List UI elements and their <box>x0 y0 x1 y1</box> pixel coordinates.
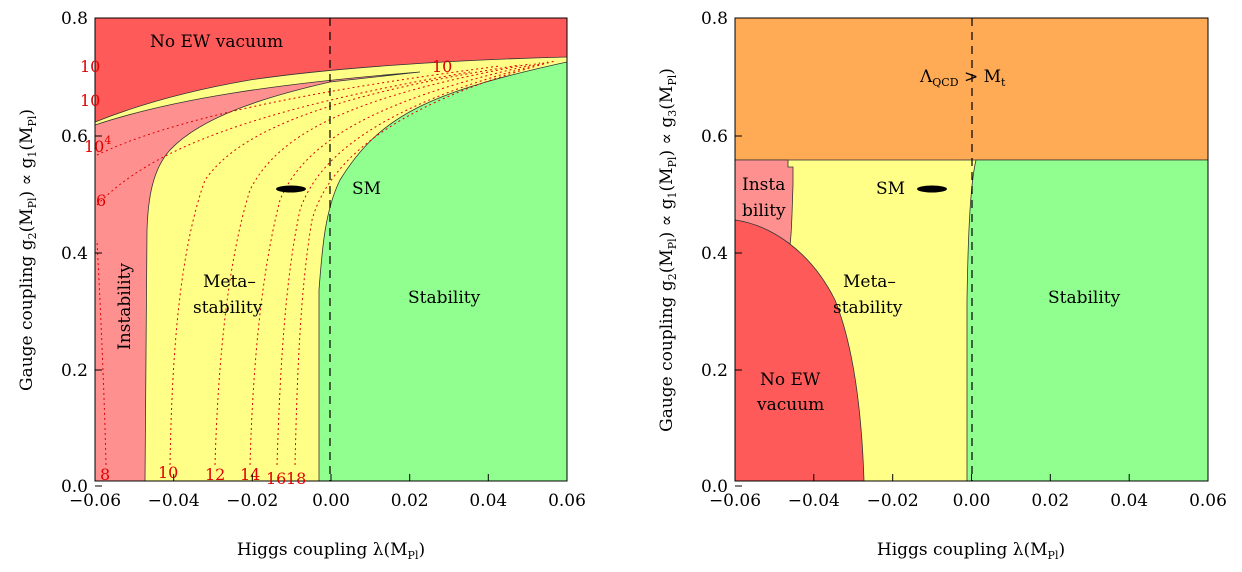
left-ytick-label: 0.2 <box>61 361 88 381</box>
left-y-axis-title: Gauge coupling g2(MPl) ∝ g1(MPl) <box>17 109 39 391</box>
right-stability-region <box>966 159 1208 481</box>
right-label-no-ew-2: vacuum <box>756 395 824 415</box>
left-panel: No EW vacuum SM Meta– stability Stabilit… <box>17 9 586 562</box>
contour-label-edge-1: 10 <box>80 91 100 110</box>
right-label-meta-1: Meta– <box>843 272 896 292</box>
left-x-ticks <box>94 474 568 481</box>
right-y-axis-title: Gauge coupling g2(MPl) ∝ g1(MPl) ∝ g3(MP… <box>657 68 679 432</box>
right-ytick-label: 0.4 <box>701 244 728 264</box>
left-label-instability: Instability <box>115 263 135 350</box>
contour-4 <box>96 65 501 156</box>
left-xtick-label: −0.04 <box>148 491 200 511</box>
left-label-stability: Stability <box>408 288 481 308</box>
left-ytick-label: 0.6 <box>61 127 88 147</box>
right-xtick-label: 0.02 <box>1031 491 1069 511</box>
right-xtick-label: −0.06 <box>709 491 761 511</box>
contour-label-14: 14 <box>240 465 260 484</box>
right-label-qcd: ΛQCD > Mt <box>919 67 1006 89</box>
contour-label-12: 12 <box>205 465 225 484</box>
left-contours <box>96 60 556 466</box>
left-xtick-label: 0.06 <box>548 491 586 511</box>
left-label-meta-1: Meta– <box>203 272 256 292</box>
contour-label-8: 8 <box>100 465 110 484</box>
right-panel: ΛQCD > Mt Insta bility SM Meta– stabilit… <box>657 9 1227 562</box>
left-xtick-label: −0.02 <box>226 491 278 511</box>
contour-label-edge-2: 10 <box>80 57 100 76</box>
left-x-axis-title: Higgs coupling λ(MPl) <box>237 540 425 562</box>
left-label-sm: SM <box>352 179 381 199</box>
contour-label-6: 6 <box>96 191 106 210</box>
right-label-insta-1: Insta <box>742 175 785 195</box>
right-label-sm: SM <box>876 179 905 199</box>
contour-16 <box>276 61 549 466</box>
left-xtick-label: −0.06 <box>69 491 121 511</box>
contour-18 <box>294 60 556 466</box>
contour-8 <box>96 239 107 466</box>
left-instability-region <box>95 71 421 481</box>
left-xtick-label: 0.00 <box>312 491 350 511</box>
left-sm-marker <box>276 185 306 193</box>
right-label-insta-2: bility <box>742 201 786 221</box>
left-y-ticks <box>95 17 102 487</box>
right-ytick-label: 0.8 <box>701 9 728 29</box>
right-xtick-label: 0.06 <box>1189 491 1227 511</box>
right-ytick-label: 0.0 <box>701 477 728 497</box>
right-x-ticks <box>734 474 1209 481</box>
left-ytick-label: 0.0 <box>61 477 88 497</box>
left-ytick-label: 0.8 <box>61 9 88 29</box>
contour-label-top-10: 10 <box>432 57 452 76</box>
right-xtick-label: 0.04 <box>1110 491 1148 511</box>
right-sm-marker <box>917 185 947 193</box>
right-label-meta-2: stability <box>833 298 903 318</box>
left-xtick-label: 0.04 <box>469 491 507 511</box>
left-xtick-label: 0.02 <box>391 491 429 511</box>
contour-label-18: 18 <box>286 469 306 488</box>
right-label-stability: Stability <box>1048 288 1121 308</box>
contour-label-16: 16 <box>266 469 286 488</box>
left-no-ew-region <box>95 18 567 123</box>
right-ytick-label: 0.2 <box>701 361 728 381</box>
left-label-no-ew: No EW vacuum <box>150 32 283 52</box>
contour-6 <box>96 71 471 206</box>
right-y-ticks <box>735 17 742 487</box>
left-ytick-label: 0.4 <box>61 244 88 264</box>
right-xtick-label: −0.02 <box>867 491 919 511</box>
right-x-axis-title: Higgs coupling λ(MPl) <box>877 540 1065 562</box>
contour-10 <box>169 64 521 466</box>
contour-label-10: 10 <box>158 463 178 482</box>
left-stability-region <box>318 61 567 481</box>
right-ytick-label: 0.6 <box>701 127 728 147</box>
right-xtick-label: 0.00 <box>953 491 991 511</box>
right-xtick-label: −0.04 <box>788 491 840 511</box>
right-label-no-ew-1: No EW <box>760 370 821 390</box>
left-label-meta-2: stability <box>193 298 263 318</box>
contour-label-10-4: 104 <box>84 134 111 156</box>
contour-14 <box>249 62 541 466</box>
right-no-ew-region <box>735 219 865 481</box>
